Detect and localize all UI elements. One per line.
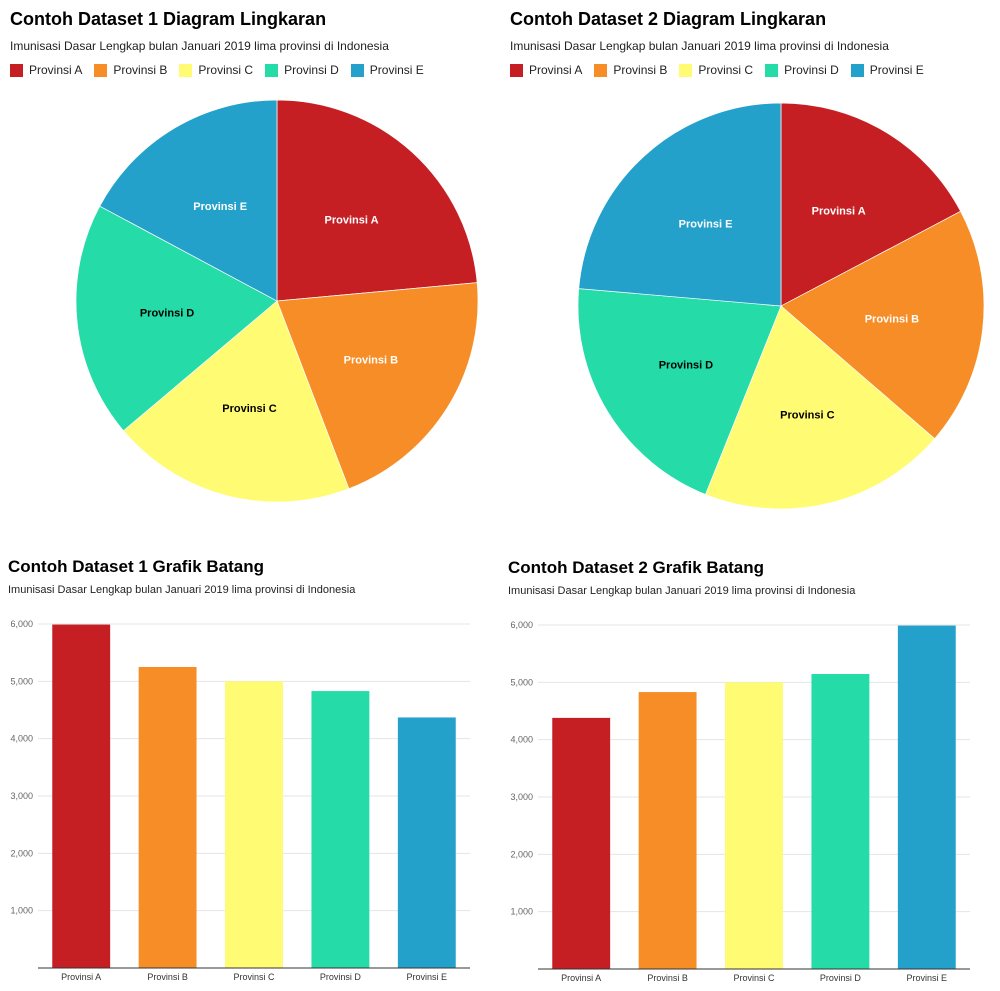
- y-tick-label: 6,000: [10, 619, 33, 629]
- slice-label: Provinsi C: [222, 403, 276, 415]
- x-tick-label: Provinsi E: [907, 973, 948, 983]
- legend-swatch: [179, 63, 193, 77]
- legend-item: Provinsi D: [265, 63, 339, 77]
- bar: [138, 667, 197, 968]
- legend-item: Provinsi B: [94, 63, 167, 77]
- slice-label: Provinsi B: [865, 314, 919, 326]
- bar1-subtitle: Imunisasi Dasar Lengkap bulan Januari 20…: [8, 584, 356, 596]
- slice-label: Provinsi E: [193, 201, 247, 213]
- slice-label: Provinsi A: [812, 205, 866, 217]
- pie-slice: [99, 99, 278, 302]
- pie-slice: [578, 102, 782, 307]
- legend-item: Provinsi C: [179, 63, 253, 77]
- legend-item: Provinsi A: [10, 63, 82, 77]
- legend-label: Provinsi A: [29, 63, 83, 77]
- bar: [897, 625, 956, 969]
- bar: [397, 717, 456, 968]
- legend-swatch: [10, 63, 23, 77]
- pie1-title: Contoh Dataset 1 Diagram Lingkaran: [10, 9, 327, 29]
- bar: [552, 717, 611, 969]
- y-tick-label: 6,000: [510, 620, 533, 630]
- slice-label: Provinsi A: [325, 214, 379, 226]
- pie-slice: [276, 282, 479, 490]
- legend-label: Provinsi E: [369, 63, 424, 77]
- x-tick-label: Provinsi E: [407, 972, 448, 982]
- legend-item: Provinsi E: [350, 63, 424, 77]
- x-tick-label: Provinsi B: [147, 972, 188, 982]
- x-tick-label: Provinsi C: [233, 972, 275, 982]
- x-tick-label: Provinsi A: [61, 972, 101, 982]
- legend-label: Provinsi D: [784, 63, 839, 77]
- y-tick-label: 4,000: [510, 735, 533, 745]
- y-tick-label: 3,000: [10, 791, 33, 801]
- legend-swatch: [265, 63, 279, 77]
- bar: [725, 682, 783, 969]
- x-tick-label: Provinsi A: [561, 973, 601, 983]
- legend-item: Provinsi B: [594, 63, 667, 77]
- bar: [225, 681, 283, 968]
- legend-swatch: [510, 63, 523, 77]
- x-tick-label: Provinsi D: [320, 972, 362, 982]
- pie2-legend: Provinsi A Provinsi B Provinsi C Provinsi D…: [510, 63, 924, 77]
- legend-swatch: [850, 63, 864, 77]
- legend-label: Provinsi D: [284, 63, 339, 77]
- bar: [811, 674, 870, 969]
- legend-label: Provinsi A: [529, 63, 583, 77]
- slice-label: Provinsi C: [780, 409, 834, 421]
- x-tick-label: Provinsi D: [820, 973, 862, 983]
- pie2-title: Contoh Dataset 2 Diagram Lingkaran: [510, 9, 827, 29]
- pie2-subtitle: Imunisasi Dasar Lengkap bulan Januari 20…: [510, 39, 889, 53]
- legend-swatch: [350, 63, 364, 77]
- pie1-subtitle: Imunisasi Dasar Lengkap bulan Januari 20…: [10, 39, 389, 53]
- legend-item: Provinsi C: [679, 63, 753, 77]
- pie-slice: [705, 305, 936, 510]
- legend-item: Provinsi A: [510, 63, 582, 77]
- legend-swatch: [679, 63, 693, 77]
- pie-slice: [75, 205, 278, 432]
- y-tick-label: 5,000: [10, 676, 33, 686]
- legend-swatch: [594, 63, 608, 77]
- y-tick-label: 5,000: [510, 677, 533, 687]
- legend-label: Provinsi B: [613, 63, 668, 77]
- pie-slice: [780, 102, 962, 307]
- y-tick-label: 2,000: [510, 849, 533, 859]
- x-tick-label: Provinsi C: [733, 973, 775, 983]
- pie-slice: [577, 288, 782, 495]
- legend-item: Provinsi E: [850, 63, 924, 77]
- y-tick-label: 2,000: [10, 848, 33, 858]
- legend-label: Provinsi B: [113, 63, 168, 77]
- bar: [52, 624, 111, 968]
- slice-label: Provinsi D: [140, 308, 194, 320]
- pie-slice: [780, 210, 985, 440]
- bar: [638, 692, 697, 969]
- bar2-title: Contoh Dataset 2 Grafik Batang: [508, 558, 764, 577]
- bar: [311, 691, 370, 968]
- pie-slice: [276, 99, 478, 302]
- y-tick-label: 3,000: [510, 792, 533, 802]
- pie1-legend: Provinsi A Provinsi B Provinsi C Provinsi D…: [10, 63, 424, 77]
- y-tick-label: 1,000: [10, 906, 33, 916]
- legend-item: Provinsi D: [765, 63, 839, 77]
- legend-label: Provinsi C: [698, 63, 754, 77]
- legend-label: Provinsi C: [198, 63, 254, 77]
- bar1-title: Contoh Dataset 1 Grafik Batang: [8, 557, 264, 576]
- bar2-subtitle: Imunisasi Dasar Lengkap bulan Januari 20…: [508, 585, 856, 597]
- x-tick-label: Provinsi B: [647, 973, 688, 983]
- legend-swatch: [94, 63, 108, 77]
- legend-swatch: [765, 63, 779, 77]
- legend-label: Provinsi E: [869, 63, 924, 77]
- y-tick-label: 4,000: [10, 734, 33, 744]
- slice-label: Provinsi B: [344, 354, 398, 366]
- slice-label: Provinsi E: [679, 219, 733, 231]
- slice-label: Provinsi D: [659, 360, 713, 372]
- y-tick-label: 1,000: [510, 907, 533, 917]
- pie-slice: [122, 300, 350, 503]
